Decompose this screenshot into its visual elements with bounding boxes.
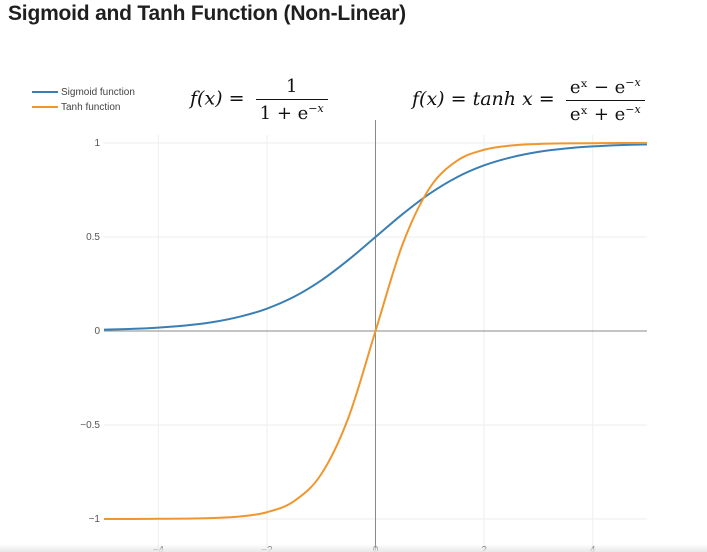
legend-label: Sigmoid function xyxy=(61,87,135,98)
series-line-sigmoid xyxy=(103,143,648,331)
y-tick-label: −0.5 xyxy=(80,420,100,431)
y-tick-label: −1 xyxy=(89,514,101,525)
sigmoid-denominator-base: 1 + e xyxy=(259,103,309,124)
y-tick-label: 1 xyxy=(94,138,100,149)
sigmoid-numerator: 1 xyxy=(255,76,328,100)
series-line-tanh xyxy=(103,141,648,521)
y-tick-label: 0 xyxy=(94,326,100,337)
tanh-numerator: eˣ − e−x xyxy=(565,76,645,101)
series-lines xyxy=(103,141,648,521)
tanh-numerator-base: eˣ − e xyxy=(569,77,626,98)
sigmoid-denominator-exp: −x xyxy=(308,102,324,115)
tanh-formula-lhs: f(x) = tanh x = xyxy=(412,88,555,110)
sigmoid-denominator: 1 + e−x xyxy=(256,100,328,124)
tanh-denominator-exp: −x xyxy=(625,103,641,116)
bottom-shade xyxy=(0,544,707,552)
sigmoid-fraction: 1 1 + e−x xyxy=(255,76,328,124)
sigmoid-formula: f(x) = 1 1 + e−x xyxy=(190,76,328,124)
sigmoid-formula-lhs: f(x) = xyxy=(190,87,245,110)
tanh-formula: f(x) = tanh x = eˣ − e−x eˣ + e−x xyxy=(412,76,645,125)
legend-label: Tanh function xyxy=(61,102,121,113)
tick-labels: 10.50−0.5−1−4−2024 xyxy=(80,138,596,552)
tanh-denominator-base: eˣ + e xyxy=(569,104,626,125)
legend: Sigmoid function Tanh function xyxy=(32,87,135,113)
tanh-denominator: eˣ + e−x xyxy=(566,101,645,125)
tanh-numerator-exp: −x xyxy=(625,76,641,89)
page-title: Sigmoid and Tanh Function (Non-Linear) xyxy=(8,2,406,25)
y-tick-label: 0.5 xyxy=(86,232,100,243)
tanh-fraction: eˣ − e−x eˣ + e−x xyxy=(565,76,645,125)
axes xyxy=(104,120,647,552)
